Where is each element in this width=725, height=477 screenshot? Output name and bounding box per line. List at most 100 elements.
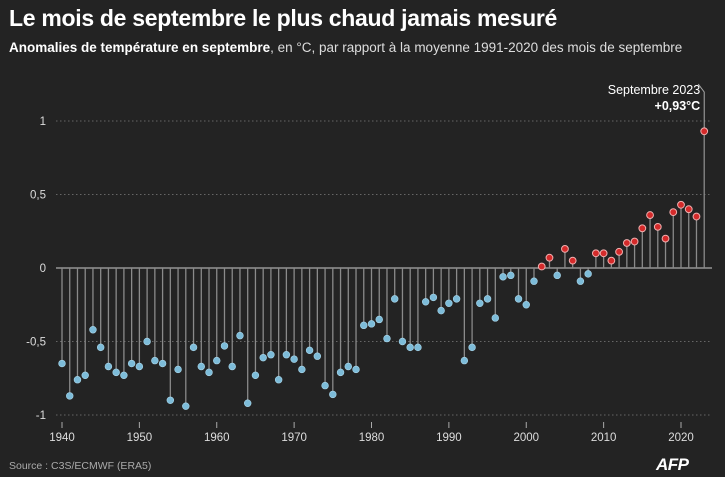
data-point [197, 362, 205, 371]
annotation-value: +0,93°C [655, 99, 701, 113]
data-point [282, 351, 291, 359]
data-point [274, 376, 283, 384]
data-point [561, 244, 569, 253]
data-point [104, 362, 113, 371]
data-point [251, 371, 260, 380]
subtitle-bold: Anomalies de température en septembre [9, 40, 271, 55]
data-point [638, 224, 647, 233]
data-point [684, 205, 693, 214]
data-point [514, 295, 523, 303]
x-tick-label: 1990 [436, 432, 462, 444]
data-point [630, 237, 639, 246]
data-point [259, 353, 267, 362]
data-point [460, 356, 469, 365]
data-point [182, 402, 190, 410]
data-point [313, 352, 322, 360]
data-point [267, 351, 275, 359]
data-point [244, 399, 252, 407]
x-tick-label: 1970 [281, 432, 307, 444]
data-point [445, 299, 453, 307]
data-point [669, 208, 678, 217]
data-point [391, 295, 399, 303]
data-point [491, 314, 499, 322]
data-point [213, 356, 221, 365]
data-point [158, 359, 167, 368]
data-point [96, 343, 105, 352]
y-tick-label: 1 [40, 116, 46, 128]
y-tick-label: -0,5 [26, 337, 46, 349]
data-point [298, 365, 306, 374]
data-point [452, 295, 461, 303]
data-point [112, 368, 120, 377]
data-point [89, 326, 97, 334]
x-tick-label: 2000 [513, 432, 539, 444]
data-point [615, 247, 623, 256]
data-point [692, 212, 701, 221]
data-point [66, 392, 74, 400]
data-point [228, 362, 236, 371]
data-point [383, 334, 391, 343]
data-point [166, 396, 175, 404]
data-point [653, 222, 662, 231]
annotation-label: Septembre 2023 [608, 83, 700, 97]
chart-title: Le mois de septembre le plus chaud jamai… [9, 5, 558, 31]
data-point [646, 211, 654, 219]
data-point [174, 365, 182, 374]
data-point [321, 381, 329, 390]
data-point [367, 320, 376, 328]
data-point [352, 365, 360, 374]
data-point [58, 359, 66, 368]
y-tick-label: -1 [36, 410, 46, 422]
data-point [476, 299, 484, 307]
data-point [414, 343, 422, 352]
x-tick-label: 2010 [591, 432, 617, 444]
y-tick-label: 0,5 [30, 190, 46, 202]
data-point [344, 362, 352, 371]
data-point [507, 271, 515, 280]
data-point [522, 301, 530, 309]
data-point [568, 256, 577, 265]
data-point [421, 298, 430, 306]
source-note: Source : C3S/ECMWF (ERA5) [9, 460, 152, 472]
data-point [429, 293, 438, 302]
chart-subtitle: Anomalies de température en septembre, e… [9, 40, 682, 55]
data-point [437, 306, 445, 315]
annotation-leader [697, 83, 705, 132]
data-point [622, 239, 631, 247]
x-tick-label: 1980 [359, 432, 385, 444]
data-point [545, 253, 554, 262]
data-point [360, 321, 368, 330]
data-point [607, 256, 616, 265]
x-tick-label: 2020 [668, 432, 694, 444]
data-point [677, 200, 685, 209]
data-point [336, 368, 345, 377]
data-point [305, 346, 314, 355]
y-tick-label: 0 [40, 263, 46, 275]
data-point [151, 356, 159, 365]
x-tick-label: 1950 [127, 432, 153, 444]
data-point [537, 262, 546, 271]
data-point [236, 331, 244, 340]
data-point [73, 376, 82, 384]
x-tick-label: 1960 [204, 432, 230, 444]
data-point [576, 277, 585, 285]
data-point [120, 371, 128, 380]
data-point [398, 337, 407, 346]
data-point [483, 295, 492, 303]
data-point [530, 277, 538, 285]
data-point [189, 343, 198, 352]
data-point [135, 362, 144, 371]
data-point [553, 271, 561, 280]
data-point [406, 343, 414, 352]
data-point [499, 273, 507, 281]
data-point [591, 249, 600, 258]
data-point [661, 234, 670, 243]
data-point [290, 355, 298, 363]
afp-logo: AFP [656, 455, 689, 474]
data-point [205, 368, 213, 377]
data-point [468, 343, 476, 352]
data-point [329, 390, 337, 399]
data-point [375, 315, 383, 324]
data-point [220, 342, 229, 350]
data-point [599, 249, 608, 258]
